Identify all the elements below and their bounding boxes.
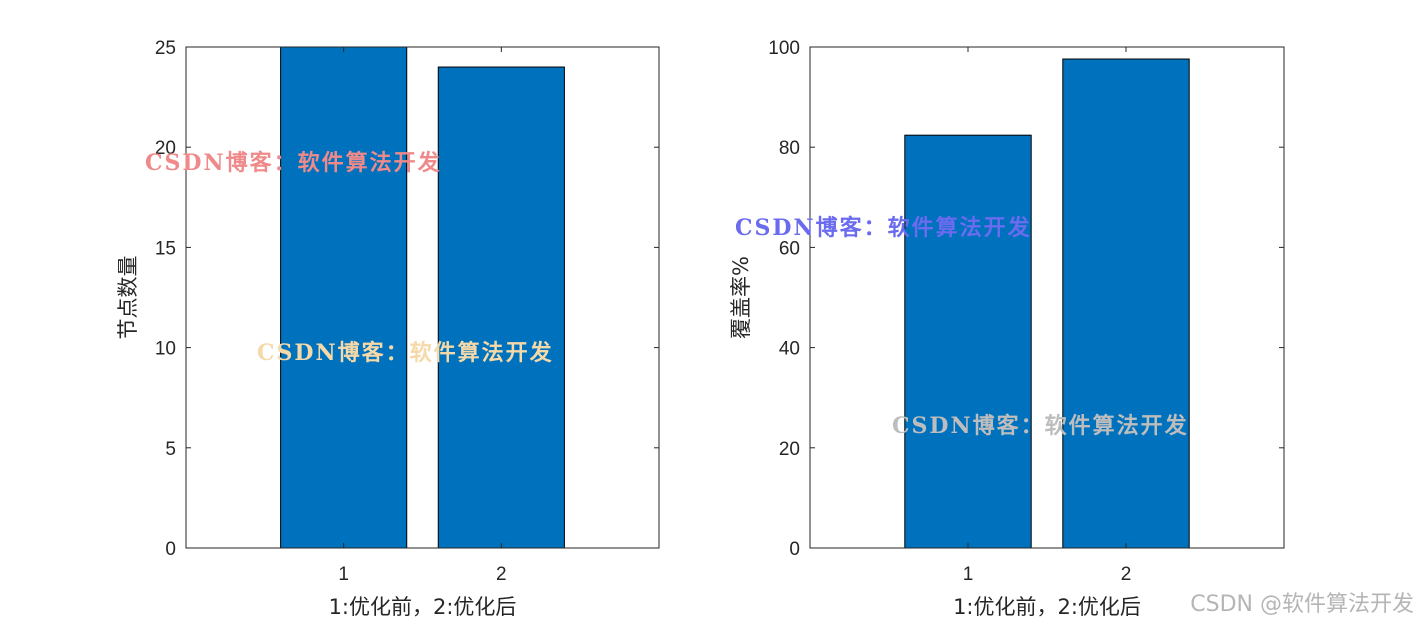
x-axis-label: 1:优化前，2:优化后: [329, 595, 517, 619]
y-tick-label: 20: [155, 138, 176, 159]
x-axis-label: 1:优化前，2:优化后: [953, 595, 1141, 619]
x-tick-label: 2: [1121, 564, 1132, 585]
bar-1: [280, 46, 408, 549]
axes-box: [185, 46, 660, 549]
y-axis-label: 节点数量: [116, 256, 140, 340]
y-tick-label: 15: [155, 238, 176, 259]
y-tick-label: 80: [779, 138, 800, 159]
x-tick-label: 1: [963, 564, 974, 585]
watermark-4: CSDN博客：软件算法开发: [892, 413, 1189, 439]
watermark-1: CSDN博客：软件算法开发: [145, 150, 442, 176]
y-tick-label: 100: [768, 38, 800, 59]
axes-box: [809, 46, 1285, 549]
chart-coverage-rate: 0 20 40 60 80 100 1 2 1:优化前，2:优化后 覆盖率%: [729, 38, 1285, 619]
y-tick-label: 0: [789, 539, 800, 560]
x-tick-label: 2: [496, 564, 507, 585]
y-axis-label: 覆盖率%: [729, 256, 753, 339]
y-tick-label: 0: [165, 539, 176, 560]
y-tick-label: 5: [165, 439, 176, 460]
x-tick-label: 1: [338, 564, 349, 585]
watermark-3: CSDN博客：软件算法开发: [735, 215, 1032, 241]
chart-node-count: 0 5 10 15 20 25 1 2 1:优化前，2:优化后 节点数量: [116, 38, 660, 619]
y-tick-label: 20: [779, 439, 800, 460]
y-tick-label: 10: [155, 339, 176, 360]
bar-2: [1062, 58, 1190, 549]
y-tick-label: 60: [779, 238, 800, 259]
bar-1: [904, 134, 1032, 549]
bar-2: [437, 66, 565, 549]
csdn-credit: CSDN @软件算法开发: [1190, 592, 1414, 617]
y-tick-label: 25: [155, 38, 176, 59]
y-tick-label: 40: [779, 339, 800, 360]
watermark-2: CSDN博客：软件算法开发: [257, 340, 554, 366]
